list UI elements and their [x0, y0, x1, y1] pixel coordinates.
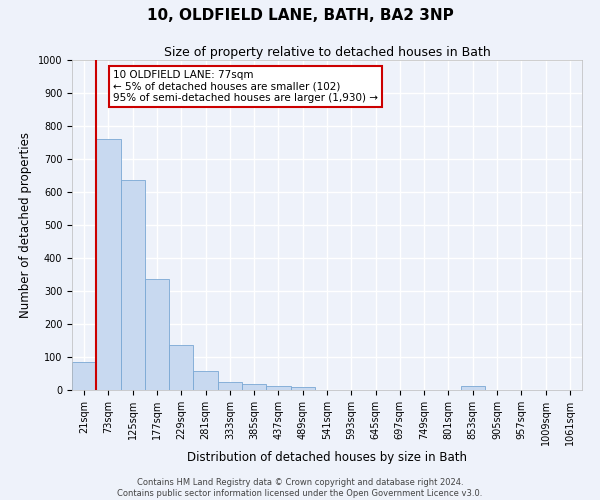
Bar	[121, 180, 145, 390]
Y-axis label: Number of detached properties: Number of detached properties	[19, 132, 32, 318]
Bar	[96, 139, 121, 390]
Text: 10 OLDFIELD LANE: 77sqm
← 5% of detached houses are smaller (102)
95% of semi-de: 10 OLDFIELD LANE: 77sqm ← 5% of detached…	[113, 70, 378, 103]
Bar	[72, 362, 96, 390]
Bar	[461, 386, 485, 390]
Bar	[145, 280, 169, 390]
Text: Contains HM Land Registry data © Crown copyright and database right 2024.
Contai: Contains HM Land Registry data © Crown c…	[118, 478, 482, 498]
Bar	[242, 384, 266, 390]
X-axis label: Distribution of detached houses by size in Bath: Distribution of detached houses by size …	[187, 450, 467, 464]
Text: 10, OLDFIELD LANE, BATH, BA2 3NP: 10, OLDFIELD LANE, BATH, BA2 3NP	[146, 8, 454, 22]
Title: Size of property relative to detached houses in Bath: Size of property relative to detached ho…	[164, 46, 490, 59]
Bar	[193, 371, 218, 390]
Bar	[290, 386, 315, 390]
Bar	[169, 346, 193, 390]
Bar	[266, 386, 290, 390]
Bar	[218, 382, 242, 390]
